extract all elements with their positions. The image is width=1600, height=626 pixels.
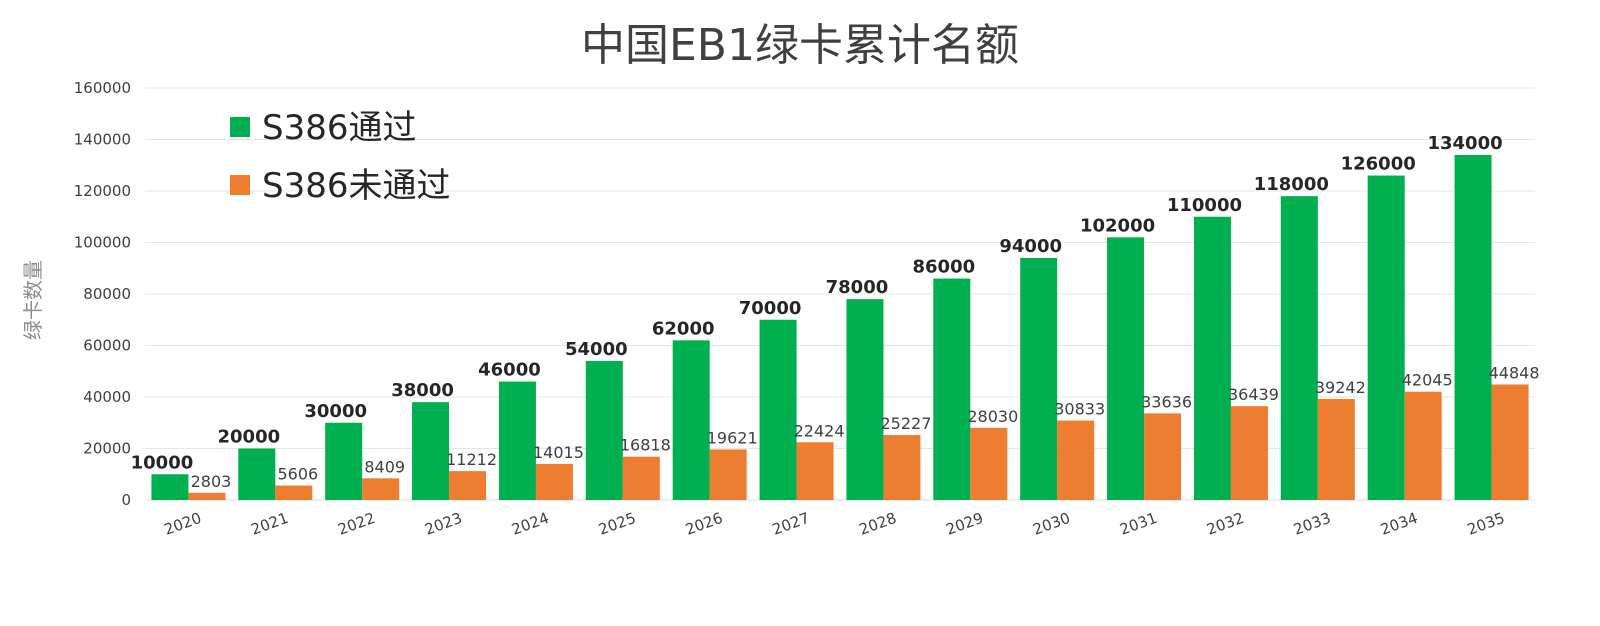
bar bbox=[1144, 413, 1182, 500]
bar bbox=[1280, 196, 1318, 500]
data-label: 10000 bbox=[131, 452, 194, 473]
y-tick-label: 140000 bbox=[74, 131, 131, 149]
bar bbox=[1020, 257, 1058, 500]
bar bbox=[449, 471, 487, 500]
bar bbox=[1404, 391, 1442, 500]
bar bbox=[846, 299, 884, 500]
data-label: 94000 bbox=[999, 236, 1062, 257]
data-label: 2803 bbox=[191, 472, 232, 491]
data-label: 70000 bbox=[739, 298, 802, 319]
y-tick-label: 40000 bbox=[83, 388, 131, 406]
bar bbox=[498, 381, 536, 500]
data-label: 22424 bbox=[794, 421, 845, 440]
legend-swatch-s386-passed bbox=[230, 117, 250, 137]
bar bbox=[362, 478, 400, 500]
bar bbox=[933, 278, 971, 500]
bar bbox=[535, 463, 573, 500]
data-label: 30000 bbox=[304, 401, 367, 422]
data-label: 8409 bbox=[364, 457, 405, 476]
data-label: 33636 bbox=[1141, 392, 1192, 411]
bar bbox=[1230, 406, 1268, 500]
bar bbox=[1454, 154, 1492, 500]
y-tick-label: 160000 bbox=[74, 79, 131, 97]
data-label: 86000 bbox=[913, 257, 976, 278]
bar bbox=[796, 442, 834, 500]
bar bbox=[1193, 216, 1231, 500]
y-tick-label: 20000 bbox=[83, 440, 131, 458]
data-label: 44848 bbox=[1489, 364, 1540, 383]
data-label: 39242 bbox=[1315, 378, 1366, 397]
y-tick-label: 100000 bbox=[74, 234, 131, 252]
data-label: 36439 bbox=[1228, 385, 1279, 404]
data-label: 102000 bbox=[1080, 215, 1155, 236]
data-label: 19621 bbox=[707, 428, 758, 447]
bar bbox=[151, 474, 189, 500]
bar bbox=[1367, 175, 1405, 501]
bar bbox=[325, 422, 363, 500]
bar bbox=[188, 492, 226, 500]
bar bbox=[970, 427, 1008, 500]
data-label: 46000 bbox=[478, 360, 541, 381]
legend-label-s386-passed: S386通过 bbox=[262, 108, 416, 148]
y-axis-label: 绿卡数量 bbox=[21, 260, 45, 340]
legend: S386通过 S386未通过 bbox=[230, 108, 450, 206]
data-label: 38000 bbox=[391, 380, 454, 401]
data-label: 5606 bbox=[277, 465, 318, 484]
bar bbox=[672, 340, 710, 500]
bar bbox=[585, 360, 623, 500]
bar bbox=[275, 485, 313, 500]
bar bbox=[1107, 237, 1145, 500]
data-label: 126000 bbox=[1341, 154, 1416, 175]
bar bbox=[1057, 420, 1095, 500]
bar bbox=[1317, 398, 1355, 500]
data-label: 11212 bbox=[446, 450, 497, 469]
bars bbox=[151, 154, 1529, 501]
bar bbox=[883, 435, 921, 500]
data-label: 118000 bbox=[1254, 174, 1329, 195]
data-label: 42045 bbox=[1402, 371, 1453, 390]
legend-swatch-s386-not-passed bbox=[230, 175, 250, 195]
data-label: 134000 bbox=[1427, 133, 1502, 154]
y-tick-label: 80000 bbox=[83, 285, 131, 303]
data-label: 62000 bbox=[652, 318, 715, 339]
bar bbox=[709, 449, 747, 500]
data-label: 20000 bbox=[218, 427, 281, 448]
data-label: 25227 bbox=[880, 414, 931, 433]
bar bbox=[622, 456, 660, 500]
data-label: 78000 bbox=[826, 277, 889, 298]
data-label: 110000 bbox=[1167, 195, 1242, 216]
y-tick-label: 120000 bbox=[74, 182, 131, 200]
bar bbox=[412, 402, 450, 500]
data-label: 54000 bbox=[565, 339, 628, 360]
legend-label-s386-not-passed: S386未通过 bbox=[262, 166, 450, 206]
data-label: 28030 bbox=[967, 407, 1018, 426]
y-axis-ticks: 0 20000 40000 60000 80000 100000 120000 140000 1… bbox=[74, 79, 131, 509]
y-tick-label: 0 bbox=[121, 491, 131, 509]
bar bbox=[759, 319, 797, 500]
bar bbox=[1491, 384, 1529, 500]
data-label: 14015 bbox=[533, 443, 584, 462]
bar bbox=[238, 448, 276, 500]
chart-title: 中国EB1绿卡累计名额 bbox=[581, 20, 1019, 71]
data-label: 30833 bbox=[1054, 400, 1105, 419]
y-tick-label: 60000 bbox=[83, 337, 131, 355]
data-label: 16818 bbox=[620, 436, 671, 455]
